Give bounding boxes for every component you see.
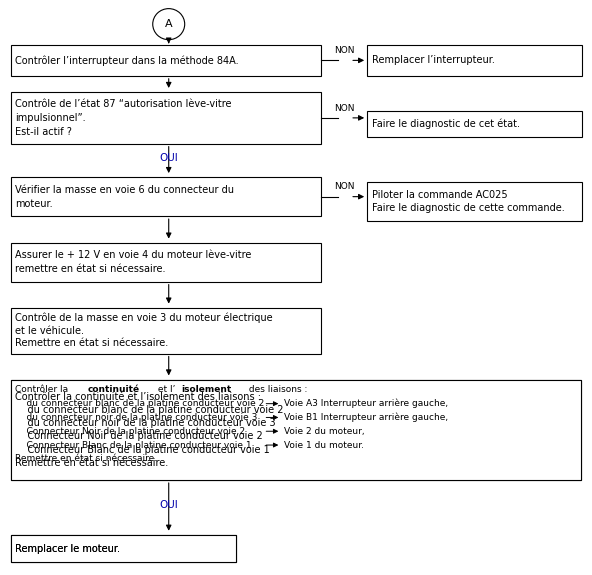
Text: Faire le diagnostic de cette commande.: Faire le diagnostic de cette commande. [372,203,565,213]
Text: remettre en état si nécessaire.: remettre en état si nécessaire. [15,264,166,274]
Text: Voie B1 Interrupteur arrière gauche,: Voie B1 Interrupteur arrière gauche, [284,413,448,422]
Text: du connecteur blanc de la platine conducteur voie 2: du connecteur blanc de la platine conduc… [15,405,284,415]
FancyBboxPatch shape [11,308,321,354]
Text: Connecteur Blanc de la platine conducteur voie 1: Connecteur Blanc de la platine conducteu… [15,444,270,455]
Text: impulsionnel”.: impulsionnel”. [15,113,86,123]
Text: moteur.: moteur. [15,198,53,209]
Text: NON: NON [334,46,355,55]
Text: du connecteur noir de la platine conducteur voie 3: du connecteur noir de la platine conduct… [15,413,258,422]
Text: Voie 2 du moteur,: Voie 2 du moteur, [284,427,365,436]
FancyBboxPatch shape [11,535,236,562]
Text: Connecteur Noir de la platine conducteur voie 2: Connecteur Noir de la platine conducteur… [15,431,263,442]
FancyBboxPatch shape [11,177,321,216]
Text: Contrôler la continuité et l’isolement des liaisons :: Contrôler la continuité et l’isolement d… [15,392,262,402]
Text: Remettre en état si nécessaire.: Remettre en état si nécessaire. [15,458,169,468]
Text: isolement: isolement [181,385,231,394]
Text: continuité: continuité [88,385,140,394]
Text: Connecteur Blanc de la platine conducteur voie 1: Connecteur Blanc de la platine conducteu… [15,440,252,450]
FancyBboxPatch shape [367,45,582,76]
Text: Vérifier la masse en voie 6 du connecteur du: Vérifier la masse en voie 6 du connecteu… [15,185,234,195]
Text: Contrôler l’interrupteur dans la méthode 84A.: Contrôler l’interrupteur dans la méthode… [15,55,239,66]
Text: Contrôle de la masse en voie 3 du moteur électrique: Contrôle de la masse en voie 3 du moteur… [15,313,273,323]
Text: NON: NON [334,104,355,113]
FancyBboxPatch shape [367,182,582,221]
Text: Piloter la commande AC025: Piloter la commande AC025 [372,190,507,201]
Text: Remettre en état si nécessaire.: Remettre en état si nécessaire. [15,454,157,463]
FancyBboxPatch shape [11,535,236,562]
FancyBboxPatch shape [11,243,321,282]
FancyBboxPatch shape [11,92,321,144]
Text: NON: NON [334,182,355,191]
FancyBboxPatch shape [11,380,581,480]
Text: Remplacer l’interrupteur.: Remplacer l’interrupteur. [372,55,495,66]
Text: Remplacer le moteur.: Remplacer le moteur. [15,543,120,554]
FancyBboxPatch shape [11,380,581,480]
Text: et le véhicule.: et le véhicule. [15,325,85,336]
Text: des liaisons :: des liaisons : [246,385,307,394]
Text: Connecteur Noir de la platine conducteur voie 2: Connecteur Noir de la platine conducteur… [15,427,246,436]
Text: et l’: et l’ [155,385,175,394]
Text: OUI: OUI [159,500,178,509]
Text: Assurer le + 12 V en voie 4 du moteur lève-vitre: Assurer le + 12 V en voie 4 du moteur lè… [15,250,252,260]
Text: Contrôle de l’état 87 “autorisation lève-vitre: Contrôle de l’état 87 “autorisation lève… [15,99,232,109]
Text: Remplacer le moteur.: Remplacer le moteur. [15,543,120,554]
Text: Remettre en état si nécessaire.: Remettre en état si nécessaire. [15,338,169,348]
Text: Voie 1 du moteur.: Voie 1 du moteur. [284,440,364,450]
Text: Est-il actif ?: Est-il actif ? [15,126,72,137]
Text: Contrôler la: Contrôler la [15,385,72,394]
Text: OUI: OUI [159,152,178,163]
Text: du connecteur blanc de la platine conducteur voie 2: du connecteur blanc de la platine conduc… [15,399,265,408]
Text: A: A [165,19,172,29]
FancyBboxPatch shape [367,111,582,137]
FancyBboxPatch shape [11,45,321,76]
Text: Faire le diagnostic de cet état.: Faire le diagnostic de cet état. [372,118,520,129]
Text: du connecteur noir de la platine conducteur voie 3: du connecteur noir de la platine conduct… [15,418,276,428]
Text: Voie A3 Interrupteur arrière gauche,: Voie A3 Interrupteur arrière gauche, [284,399,448,408]
